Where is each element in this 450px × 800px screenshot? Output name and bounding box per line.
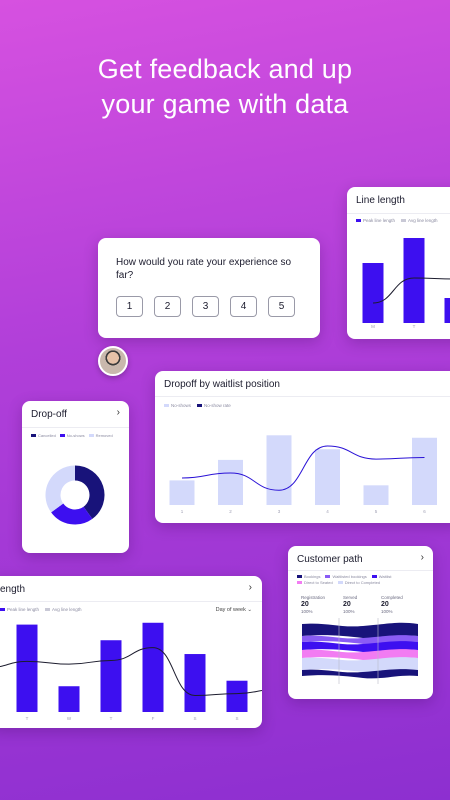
bar <box>58 686 80 712</box>
dropoff-position-card: Dropoff by waitlist position No-shows No… <box>155 371 450 523</box>
legend-item: Direct to Seated <box>297 580 333 585</box>
legend-item: Avg line length <box>401 218 437 223</box>
line-length-card-bottom: ength › Peak line length Avg line length… <box>0 576 262 728</box>
sankey-band-bottom <box>302 669 418 679</box>
customer-path-card: Customer path › Bookings Waitlisted book… <box>288 546 433 699</box>
path-column-completed: Completed 20 100% <box>381 595 403 614</box>
headline-line-1: Get feedback and up <box>97 54 353 84</box>
line-series <box>372 277 450 304</box>
line-series <box>0 647 262 696</box>
customer-path-sankey <box>302 618 418 684</box>
card-title: ength <box>0 584 26 595</box>
donut-slice <box>51 503 93 525</box>
legend-item: No-shows <box>59 433 85 438</box>
sankey-band-bookings <box>302 622 418 639</box>
rating-option-1[interactable]: 1 <box>116 296 143 317</box>
line-length-card-top: Line length Peak line length Avg line le… <box>347 187 450 339</box>
bar <box>218 459 243 505</box>
x-tick-label: T <box>26 716 29 721</box>
dropoff-position-chart: 1 2 3 4 5 6 <box>169 435 437 514</box>
x-tick-label: 4 <box>326 509 329 514</box>
sankey-band-waitlist <box>302 641 418 653</box>
rating-option-4[interactable]: 4 <box>230 296 257 317</box>
bar <box>266 435 292 505</box>
x-tick-label: 6 <box>423 509 426 514</box>
path-column-registration: Registration 20 100% <box>301 595 326 614</box>
bar <box>412 437 437 505</box>
x-tick-label: 1 <box>181 509 184 514</box>
bar <box>444 298 450 323</box>
x-tick-label: T <box>413 324 416 329</box>
legend-item: Bookings <box>297 574 320 579</box>
chart-legend: Peak line length Avg line length <box>0 607 81 612</box>
legend-item: No-show rate <box>197 403 231 408</box>
bar <box>169 480 195 505</box>
bar <box>184 654 206 712</box>
bar <box>363 485 389 505</box>
legend-item: Direct to Completed <box>337 580 380 585</box>
legend-item: Cancelled <box>31 433 56 438</box>
rating-card: How would you rate your experience so fa… <box>98 238 320 338</box>
chevron-right-icon[interactable]: › <box>248 582 252 593</box>
bar <box>142 622 164 712</box>
x-tick-label: S <box>193 716 196 721</box>
legend-item: Peak line length <box>356 218 395 223</box>
chevron-down-icon: ⌄ <box>247 607 252 613</box>
card-title: Drop-off <box>31 409 67 420</box>
chart-legend: No-shows No-show rate <box>164 403 231 408</box>
legend-item: Removed <box>88 433 113 438</box>
x-tick-label: 5 <box>375 509 378 514</box>
sankey-band-direct-seated <box>302 649 418 661</box>
rating-option-2[interactable]: 2 <box>154 296 181 317</box>
legend-item: Peak line length <box>0 607 39 612</box>
chevron-right-icon[interactable]: › <box>116 407 120 418</box>
x-tick-label: M <box>371 324 375 329</box>
headline-line-2: your game with data <box>101 89 349 119</box>
legend-item: No-shows <box>164 403 191 408</box>
x-tick-label: 3 <box>278 509 281 514</box>
legend-item: Waitlist <box>371 574 392 579</box>
card-divider <box>288 570 433 571</box>
x-tick-label: S <box>235 716 238 721</box>
card-divider <box>0 601 262 602</box>
bar <box>226 680 248 712</box>
chart-legend: Peak line length Avg line length <box>356 218 437 223</box>
bar <box>403 238 425 323</box>
line-series <box>181 445 425 491</box>
rating-option-5[interactable]: 5 <box>268 296 295 317</box>
line-length-chart-top: M T <box>362 238 450 329</box>
card-title: Customer path <box>297 554 363 565</box>
sankey-band-direct-completed <box>302 657 418 673</box>
x-tick-label: T <box>110 716 113 721</box>
card-title: Line length <box>356 195 405 206</box>
chart-legend: Bookings Waitlisted bookings Waitlist Di… <box>297 574 427 585</box>
donut-slice <box>74 465 105 519</box>
path-column-served: Served 20 100% <box>343 595 358 614</box>
donut-slice <box>45 465 76 513</box>
legend-item: Waitlisted bookings <box>325 574 367 579</box>
bar <box>100 640 122 712</box>
avatar <box>98 346 128 376</box>
card-divider <box>22 427 129 428</box>
rating-option-3[interactable]: 3 <box>192 296 219 317</box>
x-tick-label: W <box>67 716 72 721</box>
card-divider <box>155 396 450 397</box>
dropoff-card: Drop-off › Cancelled No-shows Removed <box>22 401 129 553</box>
legend-item: Avg line length <box>45 607 81 612</box>
day-of-week-select[interactable]: Day of week ⌄ <box>215 607 252 613</box>
headline: Get feedback and up your game with data <box>0 52 450 122</box>
bar <box>315 449 340 505</box>
chevron-right-icon[interactable]: › <box>420 552 424 563</box>
rating-question: How would you rate your experience so fa… <box>116 257 292 281</box>
chart-legend: Cancelled No-shows Removed <box>31 433 113 438</box>
bar <box>362 263 384 323</box>
x-tick-label: F <box>152 716 155 721</box>
x-tick-label: 2 <box>229 509 232 514</box>
bar <box>16 624 38 712</box>
card-title: Dropoff by waitlist position <box>164 379 280 390</box>
rating-options: 1 2 3 4 5 <box>116 296 295 317</box>
card-divider <box>347 213 450 214</box>
dropoff-donut-chart <box>45 465 105 525</box>
